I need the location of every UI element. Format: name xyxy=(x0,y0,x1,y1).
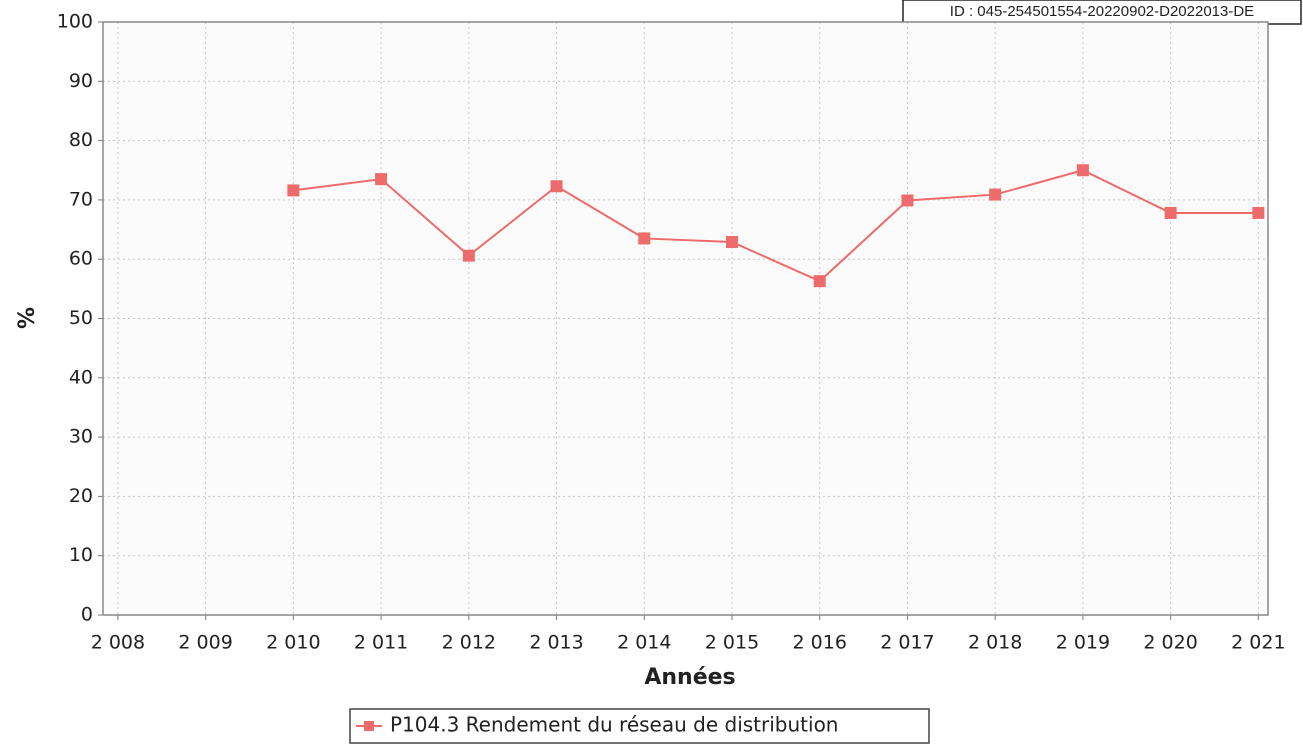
y-tick-label: 60 xyxy=(69,248,93,270)
x-tick-label: 2 019 xyxy=(1056,632,1110,654)
x-tick-label: 2 012 xyxy=(442,632,496,654)
legend-box xyxy=(349,708,930,744)
y-axis-label: % xyxy=(15,307,40,329)
point xyxy=(725,236,738,249)
x-tick-label: 2 015 xyxy=(705,632,759,654)
point xyxy=(901,194,914,207)
point xyxy=(638,232,651,245)
stamp: ID : 045-254501554-20220902-D2022013-DE xyxy=(950,3,1254,20)
point xyxy=(462,249,475,262)
y-tick-label: 40 xyxy=(69,366,93,388)
x-tick-label: 2 009 xyxy=(178,632,232,654)
y-tick-label: 80 xyxy=(69,129,93,151)
y-tick-label: 50 xyxy=(69,307,93,329)
x-axis-label: Années xyxy=(644,665,735,690)
stamp-box xyxy=(902,0,1302,25)
point xyxy=(550,180,563,193)
point xyxy=(287,184,300,197)
x-tick-label: 2 010 xyxy=(266,632,320,654)
legend-marker xyxy=(364,721,374,731)
x-tick-label: 2 016 xyxy=(793,632,847,654)
x-tick-label: 2 008 xyxy=(91,632,145,654)
y-tick-label: 100 xyxy=(57,11,93,33)
x-tick-label: 2 011 xyxy=(354,632,408,654)
x-tick-label: 2 021 xyxy=(1231,632,1285,654)
point xyxy=(989,188,1002,201)
x-tick-label: 2 020 xyxy=(1143,632,1197,654)
series-line xyxy=(293,169,1259,283)
plot-border xyxy=(102,21,1269,616)
y-tick-label: 90 xyxy=(69,70,93,92)
y-tick-label: 0 xyxy=(81,604,93,626)
x-tick-label: 2 017 xyxy=(880,632,934,654)
y-tick-label: 70 xyxy=(69,188,93,210)
legend-label: P104.3 Rendement du réseau de distributi… xyxy=(390,713,838,737)
point xyxy=(1252,206,1265,219)
point xyxy=(813,275,826,288)
point xyxy=(1164,206,1177,219)
point xyxy=(1076,164,1089,177)
x-tick-label: 2 014 xyxy=(617,632,671,654)
x-tick-label: 2 018 xyxy=(968,632,1022,654)
y-tick-label: 20 xyxy=(69,485,93,507)
point xyxy=(375,173,388,186)
y-tick-label: 10 xyxy=(69,544,93,566)
x-tick-label: 2 013 xyxy=(529,632,583,654)
y-tick-label: 30 xyxy=(69,426,93,448)
